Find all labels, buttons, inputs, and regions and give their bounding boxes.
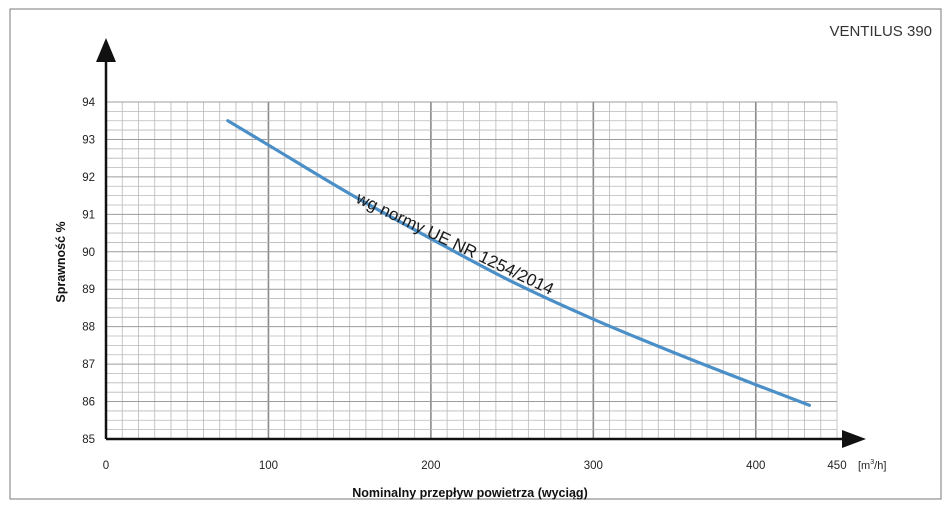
x-axis-title: Nominalny przepływ powietrza (wyciąg) — [352, 486, 587, 500]
y-tick-label: 88 — [82, 322, 95, 334]
series-line — [226, 119, 811, 407]
y-tick-label: 93 — [82, 134, 95, 146]
grid — [106, 101, 838, 439]
x-tick-label: 100 — [259, 460, 278, 472]
y-tick-label: 89 — [82, 284, 95, 296]
y-tick-label: 86 — [82, 397, 95, 409]
y-tick-label: 90 — [82, 247, 95, 259]
chart-title: VENTILUS 390 — [829, 23, 932, 40]
y-tick-label: 87 — [82, 359, 95, 371]
tick-labels: 85 86 87 88 89 90 91 92 93 94 0 100 200 300 400 450 — [82, 97, 846, 472]
unit-suffix: /h] — [874, 460, 886, 472]
x-axis-arrow — [842, 430, 866, 448]
series-layer — [226, 119, 811, 407]
x-tick-label: 200 — [421, 460, 440, 472]
y-axis-arrow — [96, 38, 116, 62]
y-tick-label: 91 — [82, 209, 95, 221]
x-tick-label: 300 — [584, 460, 603, 472]
axes — [96, 38, 866, 448]
y-tick-label: 85 — [82, 434, 95, 446]
x-axis-unit: [m3/h] — [858, 459, 886, 472]
unit-superscript: 3 — [870, 459, 874, 466]
x-tick-label: 0 — [103, 460, 109, 472]
y-axis-title: Sprawność % — [54, 221, 68, 302]
y-tick-label: 94 — [82, 97, 95, 109]
y-tick-label: 92 — [82, 172, 95, 184]
x-tick-label: 450 — [827, 460, 846, 472]
x-tick-label: 400 — [746, 460, 765, 472]
